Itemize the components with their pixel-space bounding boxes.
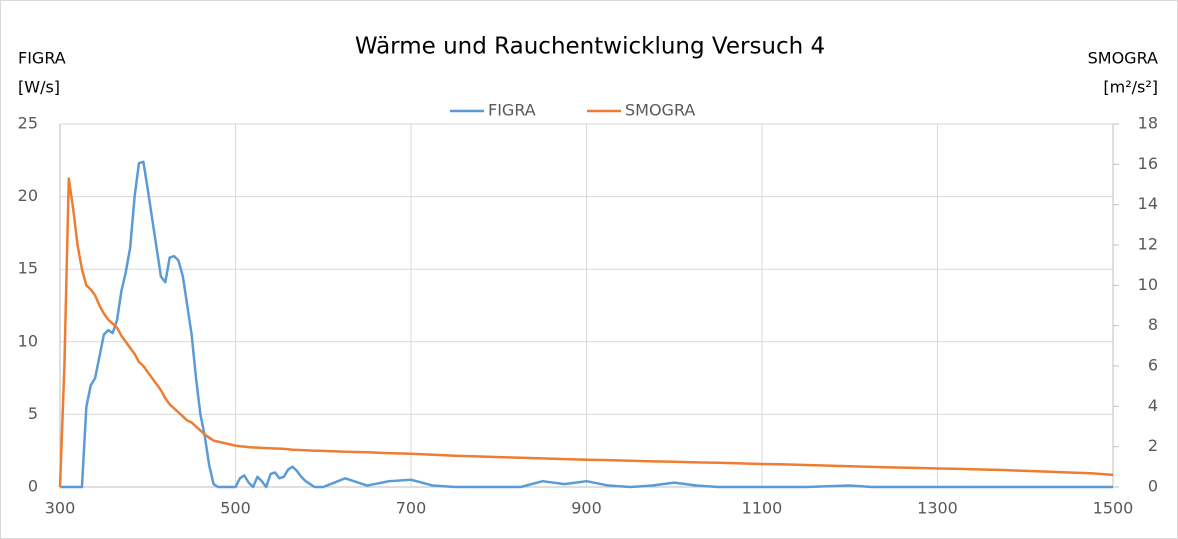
x-tick-label: 1500 (1093, 499, 1134, 518)
y-tick-label: 20 (18, 186, 38, 205)
y2-tick-label: 8 (1148, 315, 1158, 334)
y2-tick-label: 0 (1148, 477, 1158, 496)
y-axis-label: [W/s] (18, 78, 60, 97)
y2-tick-label: 12 (1138, 235, 1158, 254)
y-tick-label: 0 (28, 477, 38, 496)
y-tick-label: 25 (18, 114, 38, 133)
legend-label: SMOGRA (625, 101, 695, 120)
y2-axis-label: SMOGRA (1088, 49, 1158, 68)
y2-tick-label: 4 (1148, 396, 1158, 415)
line-series (60, 160, 1113, 489)
x-tick-label: 1300 (917, 499, 958, 518)
y2-tick-label: 16 (1138, 154, 1158, 173)
x-tick-label: 1100 (742, 499, 783, 518)
y-tick-label: 15 (18, 259, 38, 278)
legend-label: FIGRA (488, 101, 536, 120)
y-tick-label: 5 (28, 404, 38, 423)
x-tick-label: 300 (45, 499, 76, 518)
x-tick-label: 900 (571, 499, 602, 518)
y2-tick-label: 18 (1138, 114, 1158, 133)
y2-tick-label: 14 (1138, 194, 1158, 213)
line-series (58, 177, 1114, 488)
y-tick-label: 10 (18, 331, 38, 350)
y2-tick-label: 2 (1148, 436, 1158, 455)
x-tick-label: 500 (220, 499, 251, 518)
chart-title: Wärme und Rauchentwicklung Versuch 4 (355, 34, 825, 60)
y2-tick-label: 6 (1148, 356, 1158, 375)
x-tick-label: 700 (396, 499, 427, 518)
y2-tick-label: 10 (1138, 275, 1158, 294)
y-axis-label: FIGRA (18, 49, 66, 68)
y2-axis-label: [m²/s²] (1103, 78, 1158, 97)
